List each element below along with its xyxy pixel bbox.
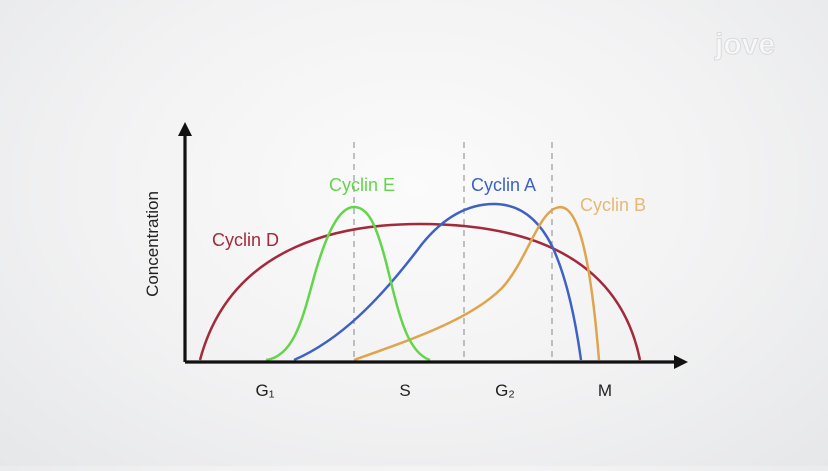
label-cyclin-a: Cyclin A (471, 175, 536, 195)
label-cyclin-b: Cyclin B (580, 195, 646, 215)
label-cyclin-d: Cyclin D (212, 230, 279, 250)
curve-cyclin-e (265, 205, 431, 362)
y-axis-label: Concentration (143, 191, 162, 297)
curve-cyclin-d (198, 222, 642, 361)
phase-label-g1: G₁ (256, 381, 275, 400)
curve-cyclin-b (353, 205, 601, 362)
phase-label-g2: G₂ (495, 381, 515, 400)
curve-cyclin-a (293, 202, 583, 362)
x-axis-arrow (674, 355, 688, 369)
logo-text: jove (714, 28, 775, 61)
phase-label-s: S (399, 381, 410, 400)
jove-logo: jove (714, 28, 776, 62)
label-cyclin-e: Cyclin E (329, 175, 395, 195)
y-axis-arrow (178, 122, 192, 136)
phase-label-m: M (598, 381, 612, 400)
